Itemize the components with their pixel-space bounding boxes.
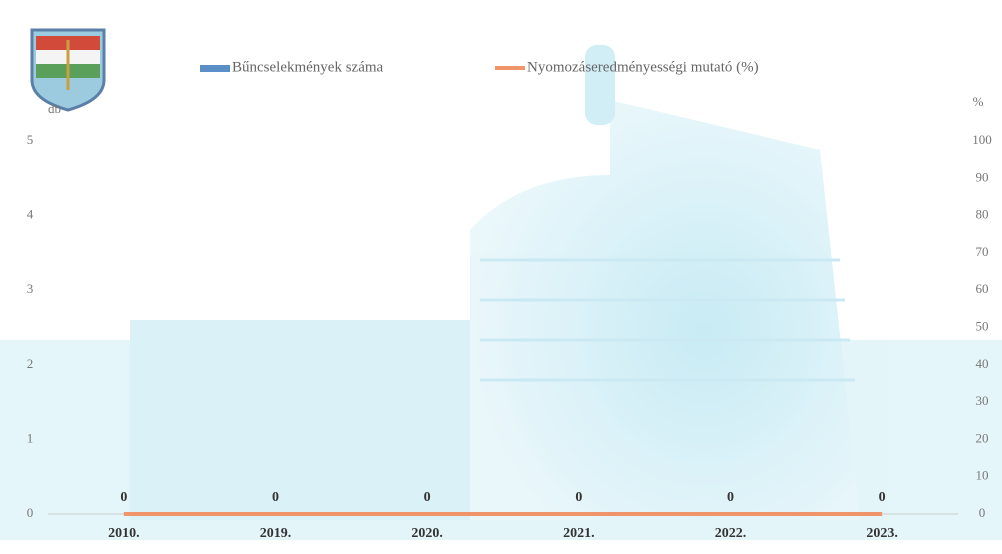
y2-tick-label: 70 [976,244,989,259]
y2-tick-label: 20 [976,430,989,445]
y-tick-label: 3 [27,281,34,296]
background-building [0,45,1002,540]
y2-axis-title: % [973,94,984,109]
x-tick-label: 2020. [411,526,443,541]
y2-tick-label: 40 [976,356,989,371]
y-tick-label: 2 [27,356,34,371]
y2-tick-label: 10 [976,468,989,483]
y2-tick-label: 60 [976,281,989,296]
data-label: 0 [120,490,127,505]
x-tick-label: 2022. [715,526,747,541]
data-label: 0 [272,490,279,505]
y2-tick-label: 0 [979,505,986,520]
y-tick-label: 4 [27,207,34,222]
legend-swatch [200,65,230,72]
y2-tick-label: 90 [976,169,989,184]
data-label: 0 [727,490,734,505]
y-tick-label: 5 [27,132,34,147]
y-axis-title: db [48,101,61,116]
data-label: 0 [879,490,886,505]
y2-tick-label: 50 [976,318,989,333]
y-tick-label: 0 [27,505,34,520]
y-tick-label: 1 [27,430,34,445]
y2-tick-label: 100 [972,132,992,147]
legend-label: Bűncselekmények száma [232,59,384,75]
y2-tick-label: 30 [976,393,989,408]
logo [32,30,104,110]
x-tick-label: 2019. [260,526,292,541]
x-tick-label: 2021. [563,526,595,541]
data-label: 0 [575,490,582,505]
chart: db % 01234501020304050607080901002010.20… [0,0,1002,554]
x-tick-label: 2023. [866,526,898,541]
legend-label: Nyomozáseredményességi mutató (%) [527,59,759,75]
data-label: 0 [424,490,431,505]
x-tick-label: 2010. [108,526,140,541]
y2-tick-label: 80 [976,207,989,222]
